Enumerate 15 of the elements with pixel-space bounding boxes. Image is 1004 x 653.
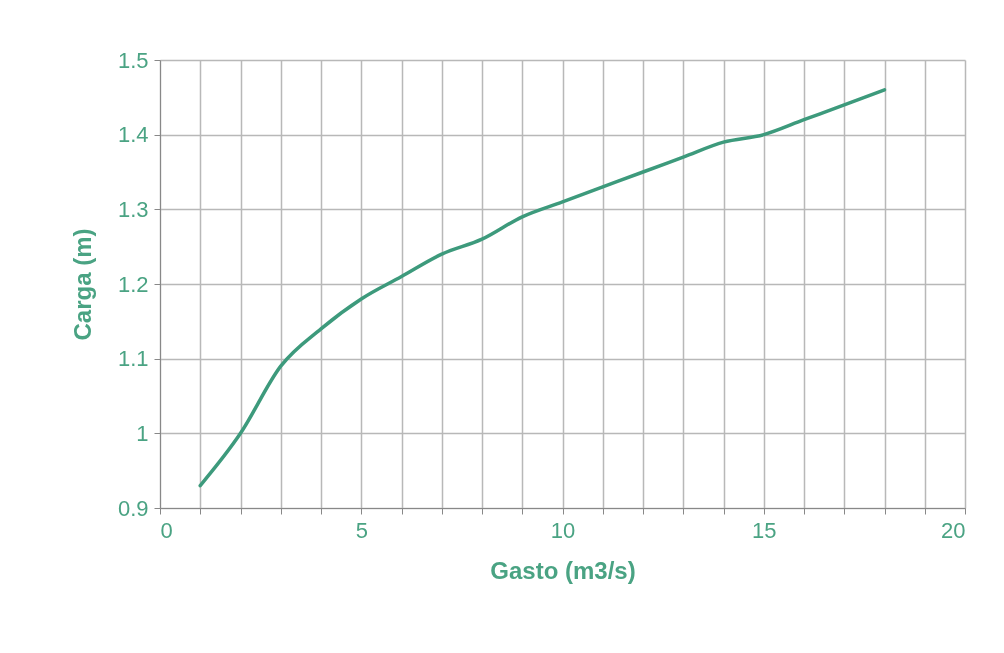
x-tick-label: 20 [941, 517, 966, 543]
y-tick-label: 0.9 [117, 495, 149, 521]
x-tick-label: 0 [160, 517, 173, 543]
y-tick-label: 1.5 [117, 47, 149, 73]
y-tick-label: 1 [136, 420, 149, 446]
x-axis-title: Gasto (m3/s) [490, 556, 636, 584]
y-tick-label: 1.4 [117, 122, 149, 148]
y-tick-label: 1.2 [117, 271, 149, 297]
x-tick-label: 5 [355, 517, 368, 543]
y-tick-label: 1.1 [117, 346, 149, 372]
x-tick-label: 15 [752, 517, 777, 543]
line-series [198, 88, 887, 488]
x-tick-label: 10 [550, 517, 576, 543]
y-axis-title: Carga (m) [68, 228, 96, 341]
y-tick-label: 1.3 [117, 196, 149, 222]
